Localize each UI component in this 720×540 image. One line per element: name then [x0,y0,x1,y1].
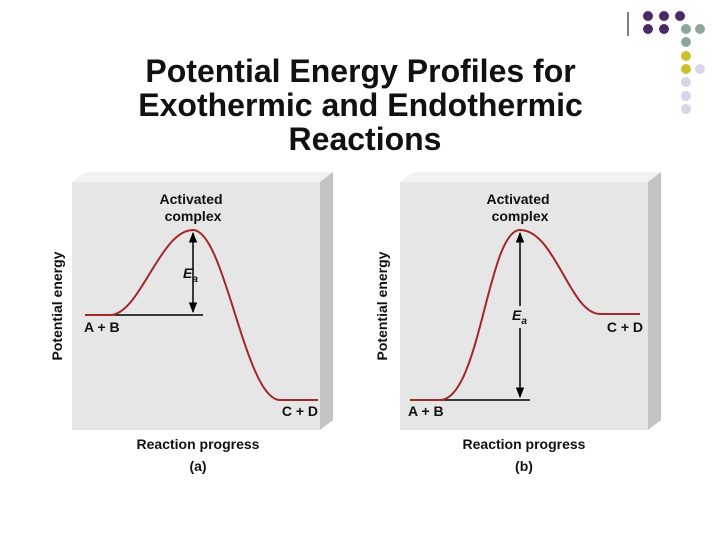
title-line: Potential Energy Profiles for [145,53,575,89]
energy-curve [410,228,640,401]
y-axis-label: Potential energy [374,251,390,360]
x-axis-label: Reaction progress [463,436,586,452]
caption: (a) [189,458,206,474]
products-label: C + D [607,319,643,335]
energy-curve [85,228,318,401]
ea-symbol: E [512,307,522,323]
reactants-label: A + B [84,319,120,335]
title-line: Reactions [289,121,442,157]
x-axis-label: Reaction progress [137,436,260,452]
deco-dots [643,11,705,114]
ea-label: Ea [183,265,198,285]
box-side [320,172,333,430]
peak-label: Activated complex [160,191,227,224]
peak-label-line: complex [492,208,549,224]
peak-label-line: Activated [487,191,550,207]
panel: Ea Activated complex A + B C + D Potenti… [374,172,661,474]
ea-symbol: E [183,265,193,281]
title-line: Exothermic and Endothermic [138,87,583,123]
products-label: C + D [282,403,318,419]
caption: (b) [515,458,533,474]
ea-subscript: a [192,274,198,285]
ea-label-bg [509,306,531,328]
title: Potential Energy Profiles for Exothermic… [138,53,591,157]
ea-subscript: a [521,316,527,327]
panel: Ea Activated complex A + B C + D Potenti… [49,172,333,474]
box-top [400,172,661,182]
box-top [72,172,333,182]
reactants-label: A + B [408,403,444,419]
y-axis-label: Potential energy [49,251,65,360]
box-side [648,172,661,430]
peak-label-line: Activated [160,191,223,207]
peak-label-line: complex [165,208,222,224]
peak-label: Activated complex [487,191,554,224]
ea-label: Ea [512,307,527,327]
